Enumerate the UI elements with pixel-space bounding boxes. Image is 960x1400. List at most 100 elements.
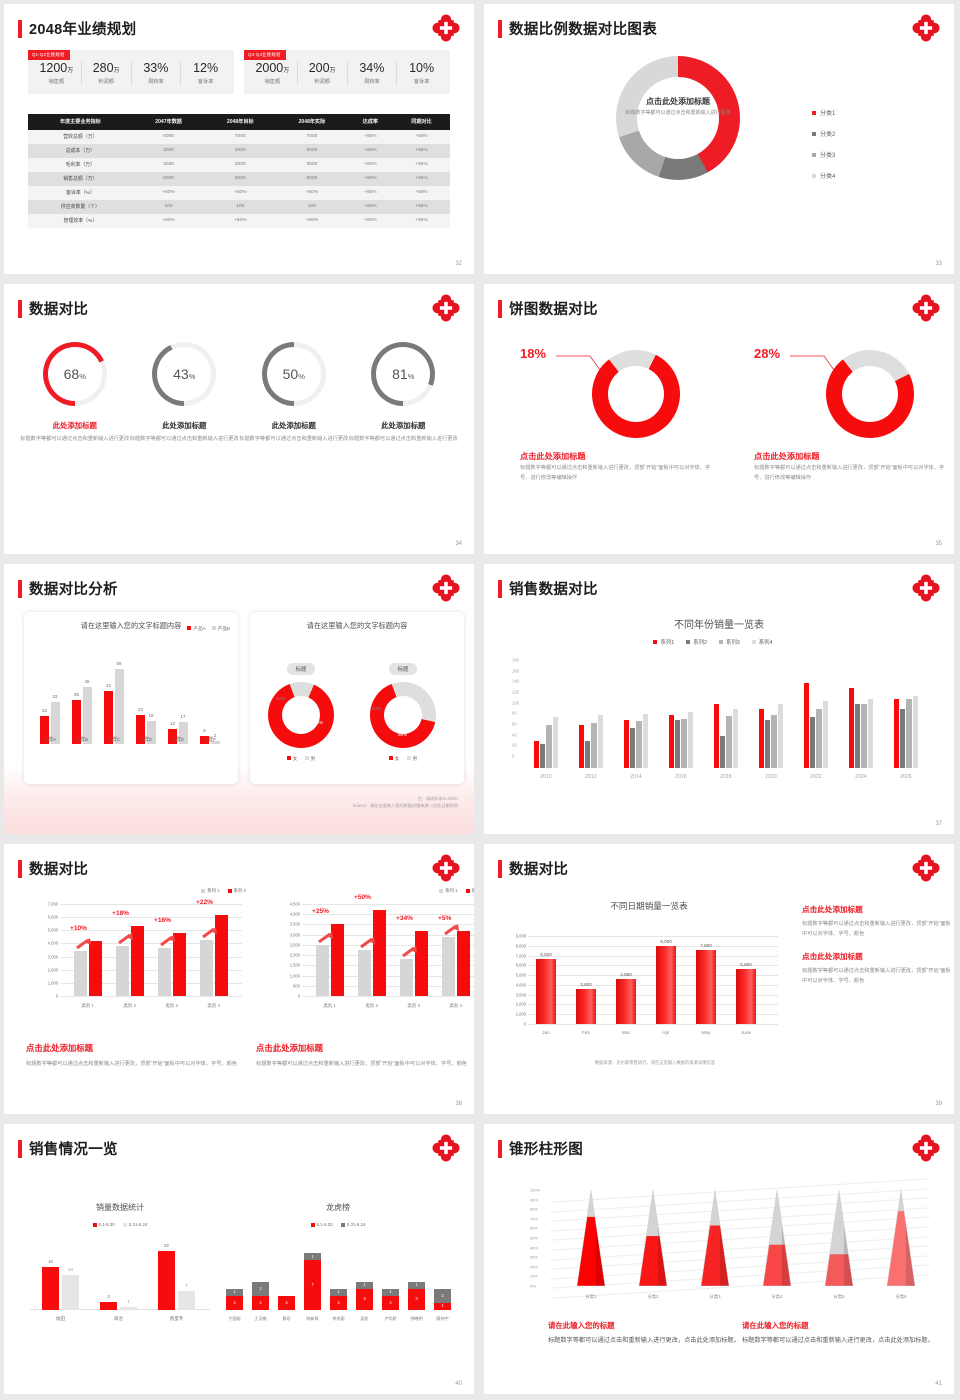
- legend-item[interactable]: 分类1: [812, 108, 835, 117]
- bar: [597, 715, 603, 768]
- bar-category-label: 人群C: [107, 738, 121, 743]
- bar-group: 42 59 人群C: [104, 661, 124, 744]
- table-cell: 3000: [204, 143, 277, 158]
- y-tick: 500: [293, 983, 300, 989]
- bar: [636, 721, 642, 768]
- bar: [681, 718, 687, 768]
- x-tick: 类别 2: [123, 1003, 136, 1008]
- page-title: 饼图数据对比: [509, 302, 598, 318]
- cone-shape: [700, 1189, 730, 1287]
- x-tick: 2022: [810, 774, 822, 780]
- performance-table: 年度主要业务指标 2047年数据 2048年目标 2048年实际 达成率 同期对比 营收总额…: [28, 114, 450, 228]
- bar: [172, 932, 186, 996]
- bar: [624, 720, 630, 768]
- panel-desc: 标题数字等都可以通过点击和重新输入进行更改，顶部“开始”面板中可以对字体、字号、…: [754, 465, 945, 481]
- donut-chart: [574, 332, 698, 456]
- gauge-row: 68% 此处添加标题 标题数字等都可以通过点击和重新输入进行更改 43% 此处添…: [20, 342, 458, 444]
- table-row: 管理效率（%） +60% +50% +65% +60% +65%: [28, 213, 450, 228]
- gridline: [302, 996, 474, 997]
- bar-value-label: 8,000: [660, 938, 672, 944]
- bar-value-label: 59: [116, 661, 122, 667]
- y-tick: 180: [512, 657, 519, 663]
- kpi-label: 周转率: [364, 78, 380, 85]
- bar-value-label: 35: [74, 691, 79, 697]
- gridline: [302, 985, 474, 987]
- bar: [759, 709, 765, 768]
- y-tick: 160: [512, 668, 519, 674]
- caption-title: 点击此处添加标题: [256, 1043, 323, 1053]
- bar-segment: 1: [408, 1281, 425, 1289]
- bar: [442, 936, 455, 996]
- kpi-label: 利润额: [314, 78, 330, 85]
- y-tick: 50%: [530, 1235, 538, 1241]
- pie-percent-label: 28%: [754, 346, 781, 361]
- x-tick: 分类5: [833, 1294, 845, 1299]
- panel-title: 请在这里输入您的文字标题内容: [306, 621, 408, 630]
- growth-arrow-icon: [160, 935, 175, 947]
- kpi-value: 12%: [193, 61, 219, 75]
- bar-group: 2026: [894, 696, 918, 780]
- legend-swatch: [92, 1222, 97, 1227]
- bar: [158, 1251, 175, 1310]
- chart-title: 不同年份销量一览表: [674, 620, 764, 631]
- bar: [687, 712, 693, 768]
- table-cell: 3000: [276, 143, 348, 158]
- table-row: 毛利率（万） 3000 3000 3000 +60% +65%: [28, 157, 450, 172]
- cone-bar: 分类1: [574, 1189, 608, 1299]
- x-tick: Mar: [621, 1031, 631, 1036]
- growth-arrow-icon: [444, 923, 459, 935]
- x-tick: 类别 4: [449, 1003, 462, 1008]
- slide-header-37: 销售数据对比: [498, 578, 598, 599]
- y-tick: 3,000: [289, 932, 300, 938]
- caption-desc: 标题数字等都可以通过点击和重新输入进行更改，顶部“开始”面板中可以对字体、字号、…: [26, 1061, 237, 1067]
- bar-group: 22 33 人群A: [40, 694, 60, 744]
- page-title: 销售情况一览: [29, 1142, 118, 1158]
- y-tick: 1,000: [289, 973, 300, 979]
- growth-arrow-icon: [360, 937, 375, 949]
- gauge-title: 此处添加标题: [381, 421, 426, 430]
- page-title: 数据对比: [509, 862, 569, 878]
- slide-header-40: 销售情况一览: [18, 1138, 118, 1159]
- gauge-title: 此处添加标题: [52, 421, 97, 430]
- x-tick: 陈新琴: [306, 1316, 319, 1321]
- legend-swatch: [201, 889, 206, 893]
- gridline: [302, 934, 474, 936]
- y-tick: 4,000: [515, 982, 526, 988]
- clover-cross-logo: [432, 854, 460, 882]
- slide-41: 锥形柱形图 41 100% 90% 80% 70% 60% 50% 40% 30% 20% 10%…: [480, 1120, 960, 1400]
- x-tick: 2016: [675, 774, 687, 780]
- y-tick: 100: [512, 700, 519, 706]
- y-tick: 20%: [530, 1264, 538, 1270]
- y-tick: 80%: [530, 1206, 538, 1212]
- bar-group: 2010: [534, 717, 558, 780]
- chart-legend: 系列1 系列2 系列3 系列4: [484, 638, 954, 646]
- legend-item[interactable]: 分类3: [812, 150, 835, 159]
- table-cell: 3000: [132, 157, 205, 172]
- kpi-row: Q1-Q2业绩规划 1200万 销售额 280万 利润额 33% 周转率 12%…: [28, 50, 450, 94]
- legend-swatch: [686, 640, 691, 644]
- bar: [900, 709, 906, 768]
- title-accent-bar: [18, 579, 22, 598]
- y-tick: 6,000: [47, 914, 58, 920]
- bar: [642, 714, 648, 768]
- x-tick: 类别 3: [165, 1003, 178, 1008]
- kpi-label: 客诉率: [197, 78, 214, 85]
- y-tick: 0: [55, 993, 58, 999]
- legend-item[interactable]: 分类2: [812, 129, 835, 138]
- x-tick: 海沧: [113, 1316, 124, 1321]
- table-cell: 3000: [132, 143, 205, 158]
- bar-group: 2022: [804, 682, 828, 780]
- legend-swatch: [812, 131, 816, 136]
- cone-bar: 分类2: [636, 1189, 670, 1299]
- x-tick: 2018: [720, 774, 732, 780]
- gauge-value: 68%: [63, 366, 86, 382]
- bar-chart: 180 160 140 120 100 80 60 40 20 0 2010 2012 2014 2016…: [512, 657, 938, 780]
- gauge-ring: 43%: [152, 342, 217, 406]
- panel-title: 点击此处添加标题: [520, 452, 586, 461]
- table-header: 2048年实际: [276, 114, 348, 130]
- bar-value-label: 42: [106, 682, 111, 688]
- caption-title: 点击此处添加标题: [26, 1043, 93, 1053]
- legend-item[interactable]: 分类4: [812, 171, 835, 180]
- delta-label: +5%: [438, 914, 452, 922]
